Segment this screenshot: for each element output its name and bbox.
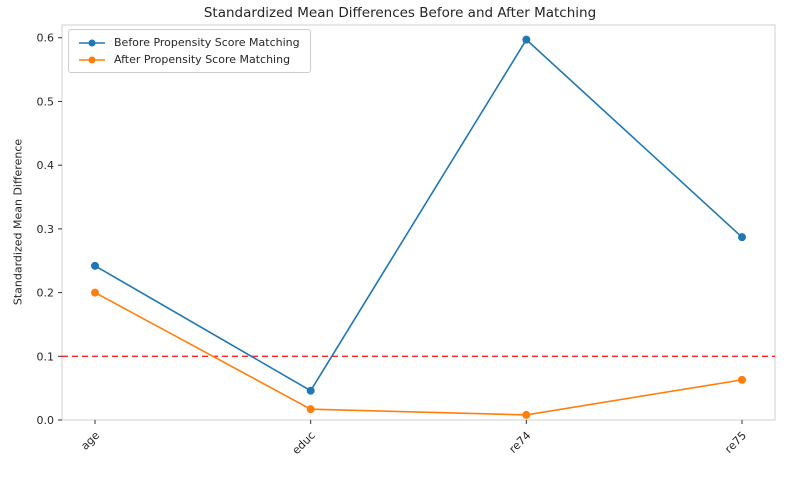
y-tick-label: 0.4 xyxy=(37,159,55,172)
series-marker-0-2 xyxy=(522,35,531,44)
y-tick-label: 0.0 xyxy=(37,414,55,427)
x-tick-label: re75 xyxy=(722,429,749,456)
legend-item-after: After Propensity Score Matching xyxy=(77,53,300,66)
y-tick-label: 0.5 xyxy=(37,95,55,108)
series-marker-1-2 xyxy=(522,410,531,419)
series-marker-0-1 xyxy=(306,386,315,395)
legend-line-marker-icon xyxy=(79,39,105,46)
chart-title: Standardized Mean Differences Before and… xyxy=(203,5,597,21)
series-line-1 xyxy=(94,291,743,416)
legend-label-before: Before Propensity Score Matching xyxy=(114,36,300,49)
series-marker-0-0 xyxy=(91,261,99,270)
axes-spines xyxy=(61,24,776,421)
x-tick-label: age xyxy=(78,429,102,453)
legend: Before Propensity Score Matching After P… xyxy=(68,29,311,73)
y-tick-label: 0.3 xyxy=(37,223,55,236)
x-tick-label: re74 xyxy=(507,429,534,456)
series-marker-1-0 xyxy=(91,288,99,297)
series-marker-0-3 xyxy=(738,233,746,242)
legend-line-marker-icon xyxy=(79,56,105,63)
x-tick-label: educ xyxy=(290,429,318,457)
y-tick-label: 0.1 xyxy=(37,350,55,363)
y-tick-label: 0.2 xyxy=(37,287,55,300)
legend-item-before: Before Propensity Score Matching xyxy=(77,36,300,49)
y-tick-label: 0.6 xyxy=(37,32,55,45)
series-line-0 xyxy=(94,38,743,392)
series-marker-1-1 xyxy=(306,405,315,414)
legend-label-after: After Propensity Score Matching xyxy=(114,53,291,66)
series-marker-1-3 xyxy=(738,375,746,384)
